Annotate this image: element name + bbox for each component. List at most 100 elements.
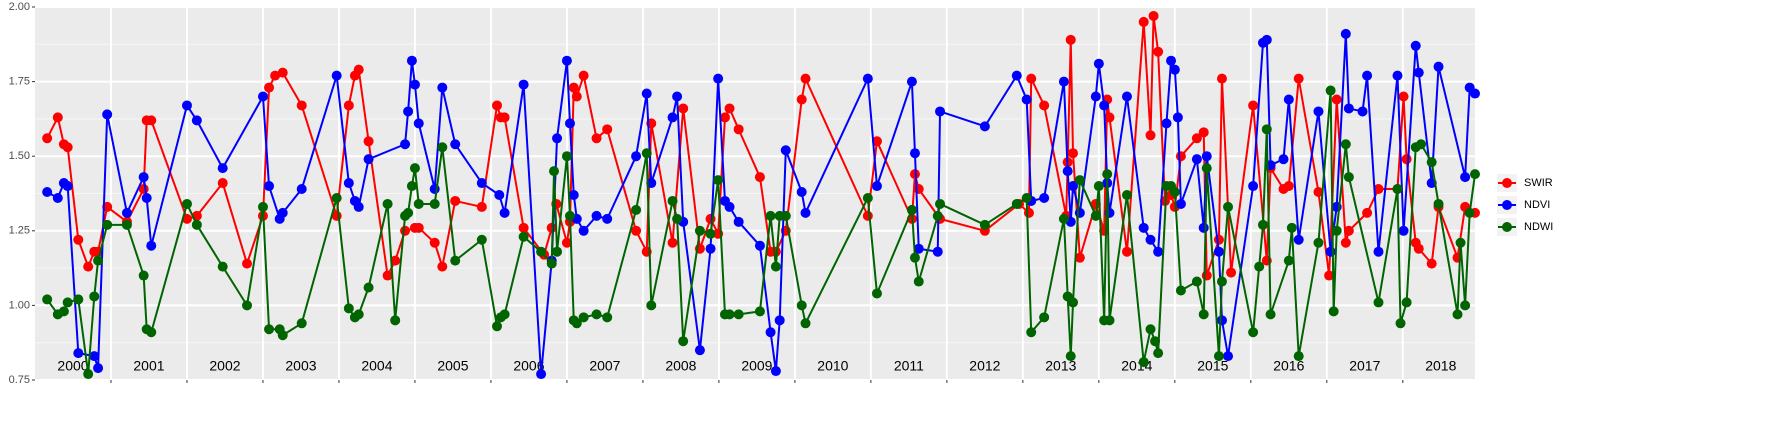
data-point bbox=[1313, 187, 1324, 198]
data-point bbox=[932, 210, 943, 221]
data-point bbox=[1331, 94, 1342, 105]
data-point bbox=[1074, 207, 1085, 218]
data-point bbox=[1021, 192, 1032, 203]
data-point bbox=[1373, 184, 1384, 195]
data-point bbox=[1392, 184, 1403, 195]
data-point bbox=[62, 297, 73, 308]
data-point bbox=[578, 312, 589, 323]
year-label: 2013 bbox=[1045, 358, 1076, 374]
data-point bbox=[1343, 103, 1354, 114]
legend-label: SWIR bbox=[1524, 177, 1553, 189]
data-point bbox=[1416, 139, 1427, 150]
data-point bbox=[138, 270, 149, 281]
data-point bbox=[796, 187, 807, 198]
data-point bbox=[1283, 181, 1294, 192]
data-point bbox=[1213, 234, 1224, 245]
data-point bbox=[765, 210, 776, 221]
data-point bbox=[1223, 201, 1234, 212]
data-point bbox=[871, 288, 882, 299]
year-label: 2003 bbox=[285, 358, 316, 374]
data-point bbox=[450, 139, 461, 150]
data-point bbox=[578, 225, 589, 236]
data-point bbox=[1340, 28, 1351, 39]
data-point bbox=[694, 225, 705, 236]
data-point bbox=[343, 178, 354, 189]
data-point bbox=[1340, 237, 1351, 248]
data-point bbox=[667, 237, 678, 248]
data-point bbox=[641, 148, 652, 159]
data-point bbox=[450, 255, 461, 266]
data-point bbox=[1362, 207, 1373, 218]
data-point bbox=[429, 198, 440, 209]
data-point bbox=[796, 94, 807, 105]
data-point bbox=[1169, 64, 1180, 75]
data-point bbox=[774, 315, 785, 326]
data-point bbox=[146, 240, 157, 251]
data-point bbox=[1153, 46, 1164, 57]
data-point bbox=[631, 204, 642, 215]
data-point bbox=[1172, 112, 1183, 123]
data-point bbox=[1138, 16, 1149, 27]
data-point bbox=[1021, 94, 1032, 105]
data-point bbox=[1410, 40, 1421, 51]
data-point bbox=[935, 106, 946, 117]
data-point bbox=[400, 225, 411, 236]
data-point bbox=[862, 210, 873, 221]
data-point bbox=[1265, 309, 1276, 320]
data-point bbox=[353, 64, 364, 75]
data-point bbox=[1191, 133, 1202, 144]
data-point bbox=[1161, 118, 1172, 129]
data-point bbox=[1261, 124, 1272, 135]
data-point bbox=[406, 55, 417, 66]
data-point bbox=[1011, 70, 1022, 81]
data-point bbox=[1093, 181, 1104, 192]
data-point bbox=[1065, 34, 1076, 45]
data-point bbox=[1213, 351, 1224, 362]
data-point bbox=[906, 76, 917, 87]
data-point bbox=[906, 204, 917, 215]
data-point bbox=[1201, 163, 1212, 174]
data-point bbox=[862, 73, 873, 84]
data-point bbox=[1398, 225, 1409, 236]
data-point bbox=[1455, 237, 1466, 248]
data-point bbox=[1398, 91, 1409, 102]
data-point bbox=[1039, 312, 1050, 323]
data-point bbox=[73, 234, 84, 245]
legend-marker bbox=[1502, 200, 1512, 210]
data-point bbox=[546, 258, 557, 269]
data-point bbox=[390, 315, 401, 326]
data-point bbox=[724, 103, 735, 114]
data-point bbox=[437, 82, 448, 93]
data-point bbox=[1198, 127, 1209, 138]
data-point bbox=[450, 195, 461, 206]
data-point bbox=[631, 151, 642, 162]
data-point bbox=[1460, 300, 1471, 311]
data-point bbox=[1248, 181, 1259, 192]
data-point bbox=[1324, 270, 1335, 281]
data-point bbox=[403, 106, 414, 117]
data-point bbox=[93, 255, 104, 266]
legend-marker bbox=[1502, 222, 1512, 232]
data-point bbox=[413, 118, 424, 129]
data-point bbox=[62, 181, 73, 192]
data-point bbox=[909, 148, 920, 159]
data-point bbox=[191, 219, 202, 230]
data-point bbox=[694, 345, 705, 356]
data-point bbox=[667, 112, 678, 123]
year-label: 2001 bbox=[133, 358, 164, 374]
data-point bbox=[181, 198, 192, 209]
data-point bbox=[1150, 336, 1161, 347]
data-point bbox=[1392, 70, 1403, 81]
data-point bbox=[138, 172, 149, 183]
data-point bbox=[1068, 297, 1079, 308]
data-point bbox=[1201, 151, 1212, 162]
data-point bbox=[871, 181, 882, 192]
data-point bbox=[1121, 91, 1132, 102]
data-point bbox=[1413, 243, 1424, 254]
data-point bbox=[552, 133, 563, 144]
data-point bbox=[536, 246, 547, 257]
year-label: 2008 bbox=[665, 358, 696, 374]
data-point bbox=[602, 312, 613, 323]
data-point bbox=[552, 246, 563, 257]
data-point bbox=[646, 178, 657, 189]
